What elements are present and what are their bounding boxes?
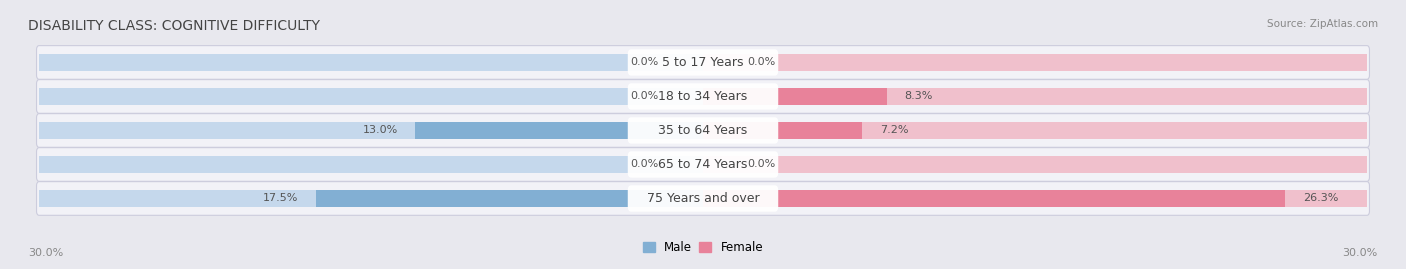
FancyBboxPatch shape [627,117,779,144]
Text: 13.0%: 13.0% [363,125,398,136]
Text: 18 to 34 Years: 18 to 34 Years [658,90,748,103]
Text: DISABILITY CLASS: COGNITIVE DIFFICULTY: DISABILITY CLASS: COGNITIVE DIFFICULTY [28,19,321,33]
Text: 17.5%: 17.5% [263,193,298,203]
Text: 26.3%: 26.3% [1302,193,1339,203]
Text: 35 to 64 Years: 35 to 64 Years [658,124,748,137]
Bar [39,54,703,71]
Bar [703,122,1367,139]
FancyBboxPatch shape [627,83,779,110]
Text: 0.0%: 0.0% [630,58,659,68]
Text: 30.0%: 30.0% [1343,248,1378,258]
Text: 0.0%: 0.0% [747,58,776,68]
FancyBboxPatch shape [627,185,779,212]
FancyBboxPatch shape [37,182,1369,215]
Bar [39,190,703,207]
FancyBboxPatch shape [37,46,1369,79]
Bar [39,122,703,139]
Bar [703,156,1367,173]
Text: 8.3%: 8.3% [904,91,932,101]
FancyBboxPatch shape [37,148,1369,181]
Text: 65 to 74 Years: 65 to 74 Years [658,158,748,171]
Bar [415,122,703,139]
Bar [703,190,1285,207]
Bar [316,190,703,207]
Text: 0.0%: 0.0% [630,91,659,101]
FancyBboxPatch shape [37,114,1369,147]
Text: 30.0%: 30.0% [28,248,63,258]
Text: 0.0%: 0.0% [747,160,776,169]
Bar [703,88,887,105]
FancyBboxPatch shape [627,151,779,178]
Bar [703,54,1367,71]
Bar [703,190,1367,207]
Bar [703,88,1367,105]
FancyBboxPatch shape [37,80,1369,113]
Bar [39,88,703,105]
Text: Source: ZipAtlas.com: Source: ZipAtlas.com [1267,19,1378,29]
Text: 75 Years and over: 75 Years and over [647,192,759,205]
Bar [703,122,862,139]
FancyBboxPatch shape [627,49,779,76]
Text: 0.0%: 0.0% [630,160,659,169]
Text: 7.2%: 7.2% [880,125,908,136]
Bar [39,156,703,173]
Legend: Male, Female: Male, Female [643,241,763,254]
Text: 5 to 17 Years: 5 to 17 Years [662,56,744,69]
